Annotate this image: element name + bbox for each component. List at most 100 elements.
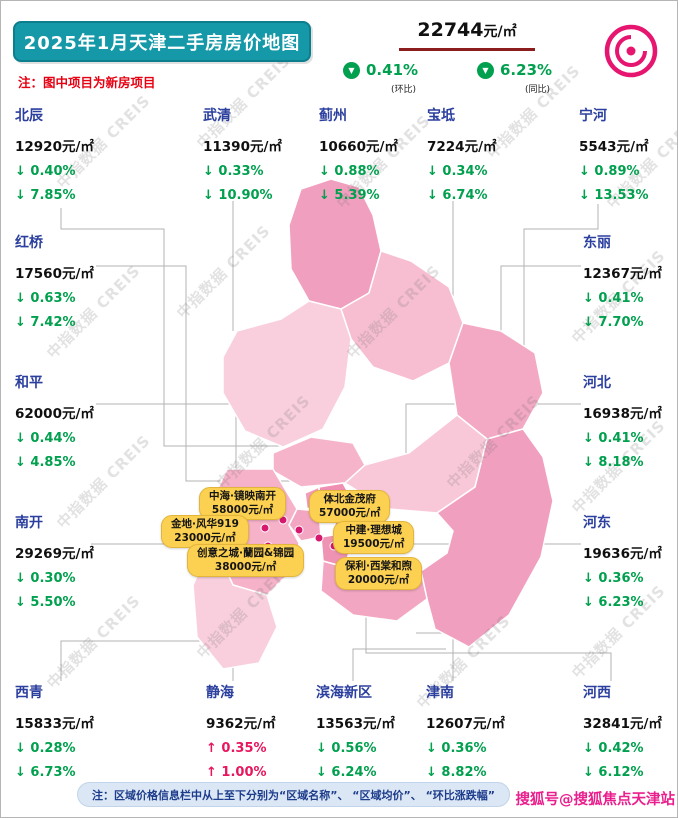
district-name: 宁河	[579, 108, 607, 124]
district-yoy: ↓ 6.74%	[427, 188, 488, 203]
district-block-dongli: 东丽 12367元/㎡ ↓ 0.41% ↓ 7.70%	[583, 232, 677, 339]
project-label: 金地·风华919 23000元/㎡	[161, 515, 249, 549]
district-block-jinghai: 静海 9362元/㎡ ↑ 0.35% ↑ 1.00%	[206, 682, 314, 789]
district-block-hebei: 河北 16938元/㎡ ↓ 0.41% ↓ 8.18%	[583, 372, 677, 479]
district-yoy: ↑ 1.00%	[206, 765, 267, 780]
project-label: 创意之城·蘭园&锦园 38000元/㎡	[187, 544, 305, 578]
district-block-heping: 和平 62000元/㎡ ↓ 0.44% ↓ 4.85%	[15, 372, 123, 479]
district-name: 津南	[426, 685, 454, 701]
mom-label: (环比)	[391, 85, 417, 95]
district-name: 和平	[15, 375, 43, 391]
district-price: 5543元/㎡	[579, 139, 649, 155]
project-name: 创意之城·蘭园&锦园	[197, 547, 295, 559]
district-name: 红桥	[15, 235, 43, 251]
project-price: 19500元/㎡	[343, 537, 405, 550]
district-price: 32841元/㎡	[583, 716, 662, 732]
district-mom: ↓ 0.89%	[579, 164, 640, 179]
district-mom: ↓ 0.41%	[583, 431, 644, 446]
district-price: 10660元/㎡	[319, 139, 398, 155]
project-name: 中建·理想城	[345, 524, 402, 536]
project-marker-icon	[260, 523, 270, 533]
credit-text: 搜狐号@搜狐焦点天津站	[515, 792, 676, 808]
project-label: 保利·西棠和煦 20000元/㎡	[335, 557, 422, 591]
district-yoy: ↓ 7.85%	[15, 188, 76, 203]
district-price: 17560元/㎡	[15, 266, 94, 282]
page-title: 2025年1月天津二手房房价地图	[13, 21, 311, 62]
mom-value: 0.41%	[366, 61, 419, 79]
yoy-indicator: ▼ 6.23% (同比)	[477, 61, 552, 95]
district-yoy: ↓ 4.85%	[15, 455, 76, 470]
district-block-ninghe: 宁河 5543元/㎡ ↓ 0.89% ↓ 13.53%	[579, 105, 673, 212]
district-yoy: ↓ 10.90%	[203, 188, 273, 203]
footer-note: 注：区域价格信息栏中从上至下分别为“区域名称”、 “区域均价”、 “环比涨跌幅”	[77, 782, 511, 807]
project-name: 金地·风华919	[171, 518, 239, 530]
district-name: 静海	[206, 685, 234, 701]
district-block-baodi: 宝坻 7224元/㎡ ↓ 0.34% ↓ 6.74%	[427, 105, 535, 212]
district-mom: ↑ 0.35%	[206, 741, 267, 756]
project-price: 20000元/㎡	[347, 573, 410, 586]
project-name: 中海·镜映南开	[209, 490, 276, 502]
yoy-value: 6.23%	[500, 61, 553, 79]
district-price: 12607元/㎡	[426, 716, 505, 732]
project-label: 中海·镜映南开 58000元/㎡	[199, 487, 286, 521]
district-yoy: ↓ 6.24%	[316, 765, 377, 780]
district-block-xiqing: 西青 15833元/㎡ ↓ 0.28% ↓ 6.73%	[15, 682, 123, 789]
district-yoy: ↓ 6.12%	[583, 765, 644, 780]
district-mom: ↓ 0.42%	[583, 741, 644, 756]
district-mom: ↓ 0.56%	[316, 741, 377, 756]
district-name: 北辰	[15, 108, 43, 124]
district-price: 12367元/㎡	[583, 266, 662, 282]
map-region-binhai	[420, 428, 554, 648]
district-block-binhai: 滨海新区 13563元/㎡ ↓ 0.56% ↓ 6.24%	[316, 682, 424, 789]
project-name: 保利·西棠和煦	[345, 560, 412, 572]
district-name: 西青	[15, 685, 43, 701]
district-mom: ↓ 0.63%	[15, 291, 76, 306]
avg-price-value: 22744	[417, 19, 484, 41]
project-marker-icon	[314, 533, 324, 543]
brand-logo	[603, 23, 659, 79]
district-mom: ↓ 0.28%	[15, 741, 76, 756]
district-block-wuqing: 武清 11390元/㎡ ↓ 0.33% ↓ 10.90%	[203, 105, 311, 212]
district-price: 19636元/㎡	[583, 546, 662, 562]
district-price: 11390元/㎡	[203, 139, 282, 155]
district-mom: ↓ 0.36%	[426, 741, 487, 756]
district-yoy: ↓ 8.18%	[583, 455, 644, 470]
district-mom: ↓ 0.44%	[15, 431, 76, 446]
project-price: 23000元/㎡	[174, 531, 236, 544]
down-arrow-icon: ▼	[477, 61, 494, 79]
district-yoy: ↓ 7.70%	[583, 315, 644, 330]
district-name: 蓟州	[319, 108, 347, 124]
header-note: 注：图中项目为新房项目	[18, 75, 156, 90]
avg-price-unit: 元/㎡	[483, 24, 517, 40]
district-name: 河东	[583, 515, 611, 531]
district-mom: ↓ 0.40%	[15, 164, 76, 179]
district-name: 宝坻	[427, 108, 455, 124]
district-price: 62000元/㎡	[15, 406, 94, 422]
down-arrow-icon: ▼	[343, 61, 360, 79]
district-mom: ↓ 0.30%	[15, 571, 76, 586]
district-block-jinnan: 津南 12607元/㎡ ↓ 0.36% ↓ 8.82%	[426, 682, 534, 789]
district-yoy: ↓ 8.82%	[426, 765, 487, 780]
district-mom: ↓ 0.41%	[583, 291, 644, 306]
city-average-price: 22744元/㎡	[399, 19, 535, 51]
district-name: 东丽	[583, 235, 611, 251]
district-yoy: ↓ 6.23%	[583, 595, 644, 610]
district-block-hexi: 河西 32841元/㎡ ↓ 0.42% ↓ 6.12%	[583, 682, 677, 789]
map-regions	[192, 178, 554, 670]
project-price: 57000元/㎡	[319, 506, 381, 519]
district-price: 16938元/㎡	[583, 406, 662, 422]
district-block-jizhou: 蓟州 10660元/㎡ ↓ 0.88% ↓ 5.39%	[319, 105, 427, 212]
project-label: 中建·理想城 19500元/㎡	[333, 521, 415, 555]
district-price: 12920元/㎡	[15, 139, 94, 155]
district-mom: ↓ 0.33%	[203, 164, 264, 179]
district-price: 15833元/㎡	[15, 716, 94, 732]
district-name: 武清	[203, 108, 231, 124]
project-price: 58000元/㎡	[211, 503, 274, 516]
district-yoy: ↓ 5.39%	[319, 188, 380, 203]
district-price: 7224元/㎡	[427, 139, 497, 155]
footer-note-text: 注：区域价格信息栏中从上至下分别为“区域名称”、 “区域均价”、 “环比涨跌幅”	[92, 788, 496, 802]
district-yoy: ↓ 6.73%	[15, 765, 76, 780]
district-yoy: ↓ 5.50%	[15, 595, 76, 610]
